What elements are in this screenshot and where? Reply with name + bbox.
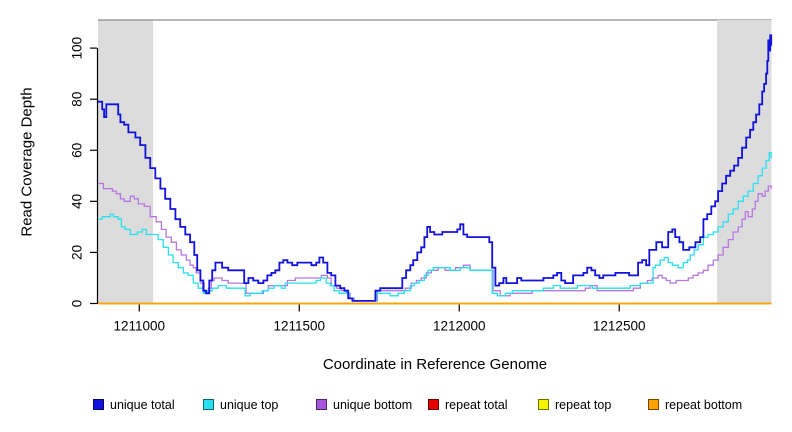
legend-swatch (428, 399, 439, 410)
legend-swatch (538, 399, 549, 410)
legend-label: unique top (220, 397, 279, 412)
shaded-region-right (717, 20, 772, 304)
series-line-unique-total (98, 34, 773, 302)
shaded-region-left (98, 20, 154, 304)
coverage-chart: 0 20 40 60 80 100 1211000 1211500 1212000 1212500 (70, 19, 773, 334)
legend-item-repeat-top: repeat top (538, 397, 611, 412)
legend-item-repeat-total: repeat total (428, 397, 508, 412)
y-axis-tick-label: 20 (70, 245, 85, 260)
legend-swatch (93, 399, 104, 410)
series-line-unique-bottom (98, 182, 772, 302)
legend-swatch (648, 399, 659, 410)
x-axis-title: Coordinate in Reference Genome (322, 356, 548, 373)
y-axis-tick-label: 0 (70, 300, 85, 308)
y-axis-title: Read Coverage Depth (18, 87, 36, 237)
legend-label: unique total (110, 397, 175, 412)
y-axis-tick-label: 100 (70, 37, 85, 60)
legend-label: unique bottom (333, 397, 413, 412)
x-axis-tick-label: 1211500 (273, 319, 325, 334)
legend-label: repeat total (445, 397, 508, 412)
y-axis-tick-label: 40 (70, 194, 85, 209)
y-axis-tick-label: 60 (70, 143, 85, 158)
legend-label: repeat top (555, 397, 612, 412)
x-axis-tick-label: 1212000 (433, 319, 486, 334)
y-axis-tick-label: 80 (70, 92, 85, 107)
legend-item-unique-bottom: unique bottom (316, 397, 412, 412)
series-line-unique-top (98, 152, 772, 302)
x-axis-tick-label: 1212500 (593, 319, 646, 334)
x-axis-tick-label: 1211000 (113, 319, 165, 334)
legend-label: repeat bottom (665, 397, 743, 412)
legend-item-unique-total: unique total (93, 397, 175, 412)
legend-item-unique-top: unique top (203, 397, 278, 412)
legend-swatch (316, 399, 327, 410)
legend-swatch (203, 399, 214, 410)
legend-item-repeat-bottom: repeat bottom (648, 397, 742, 412)
